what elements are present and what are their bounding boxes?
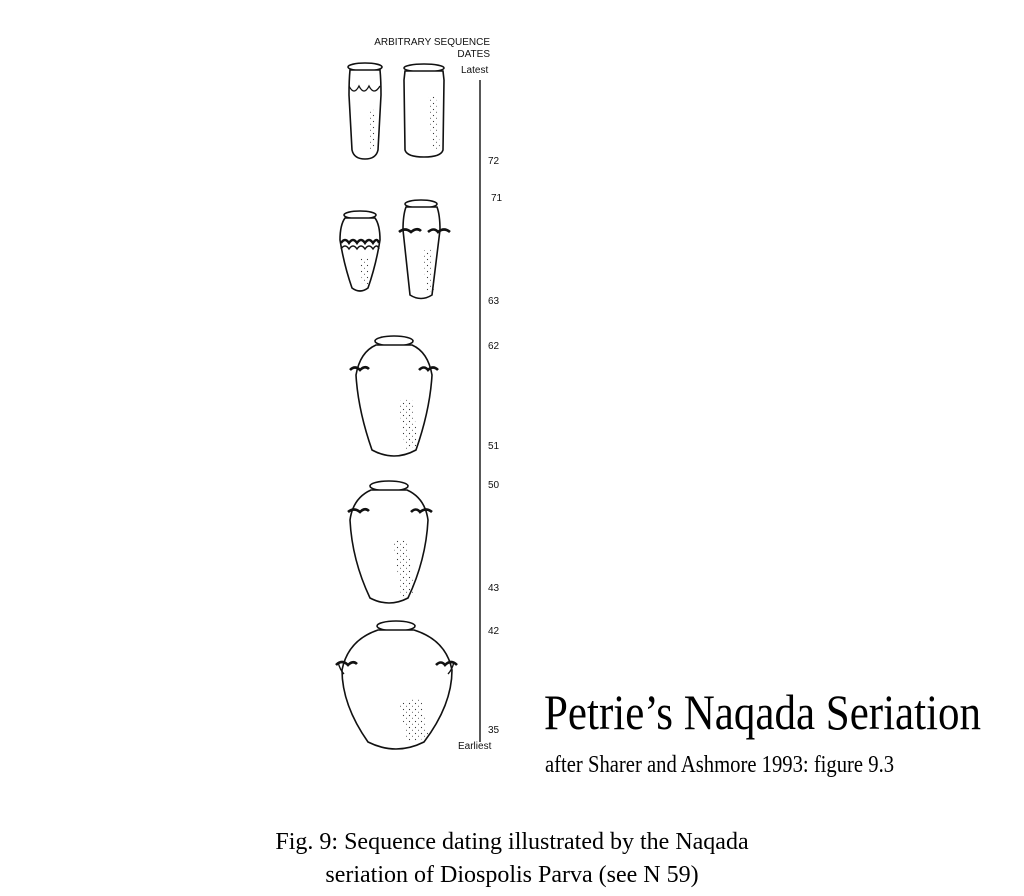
- axis-header-line1: ARBITRARY SEQUENCE: [374, 37, 490, 48]
- tick-label-51: 51: [488, 441, 500, 452]
- vessel-ovoid-jar-stage4: [347, 480, 433, 604]
- tick-label-62: 62: [488, 341, 500, 352]
- tick-label-35: 35: [488, 725, 500, 736]
- tick-label-50: 50: [488, 480, 500, 491]
- tick-label-42: 42: [488, 626, 500, 637]
- tick-label-63: 63: [488, 296, 500, 307]
- axis-top-label: Latest: [461, 65, 489, 76]
- vessel-tall-cylinder-jar: [403, 63, 445, 158]
- tick-label-72: 72: [488, 156, 500, 167]
- tick-label-71: 71: [491, 193, 503, 204]
- vessel-ovoid-jar-stage3: [349, 335, 439, 457]
- vessel-scalloped-cylinder-jar: [347, 62, 383, 160]
- caption-line-2: seriation of Diospolis Parva (see N 59): [325, 862, 699, 888]
- figure-subtitle: after Sharer and Ashmore 1993: figure 9.…: [545, 752, 895, 778]
- vessel-globular-jar-stage5: [335, 620, 458, 750]
- axis-header: ARBITRARY SEQUENCE DATES: [330, 37, 490, 61]
- figure-caption: Fig. 9: Sequence dating illustrated by t…: [0, 826, 1024, 892]
- caption-line-1: Fig. 9: Sequence dating illustrated by t…: [275, 829, 749, 855]
- tick-label-43: 43: [488, 583, 500, 594]
- axis-header-line2: DATES: [457, 49, 490, 60]
- vessel-rope-band-jar: [339, 210, 381, 292]
- axis-bottom-label: Earliest: [458, 741, 492, 752]
- figure-title: Petrie’s Naqada Seriation: [544, 684, 982, 740]
- vessel-ledge-handle-jar: [398, 199, 451, 300]
